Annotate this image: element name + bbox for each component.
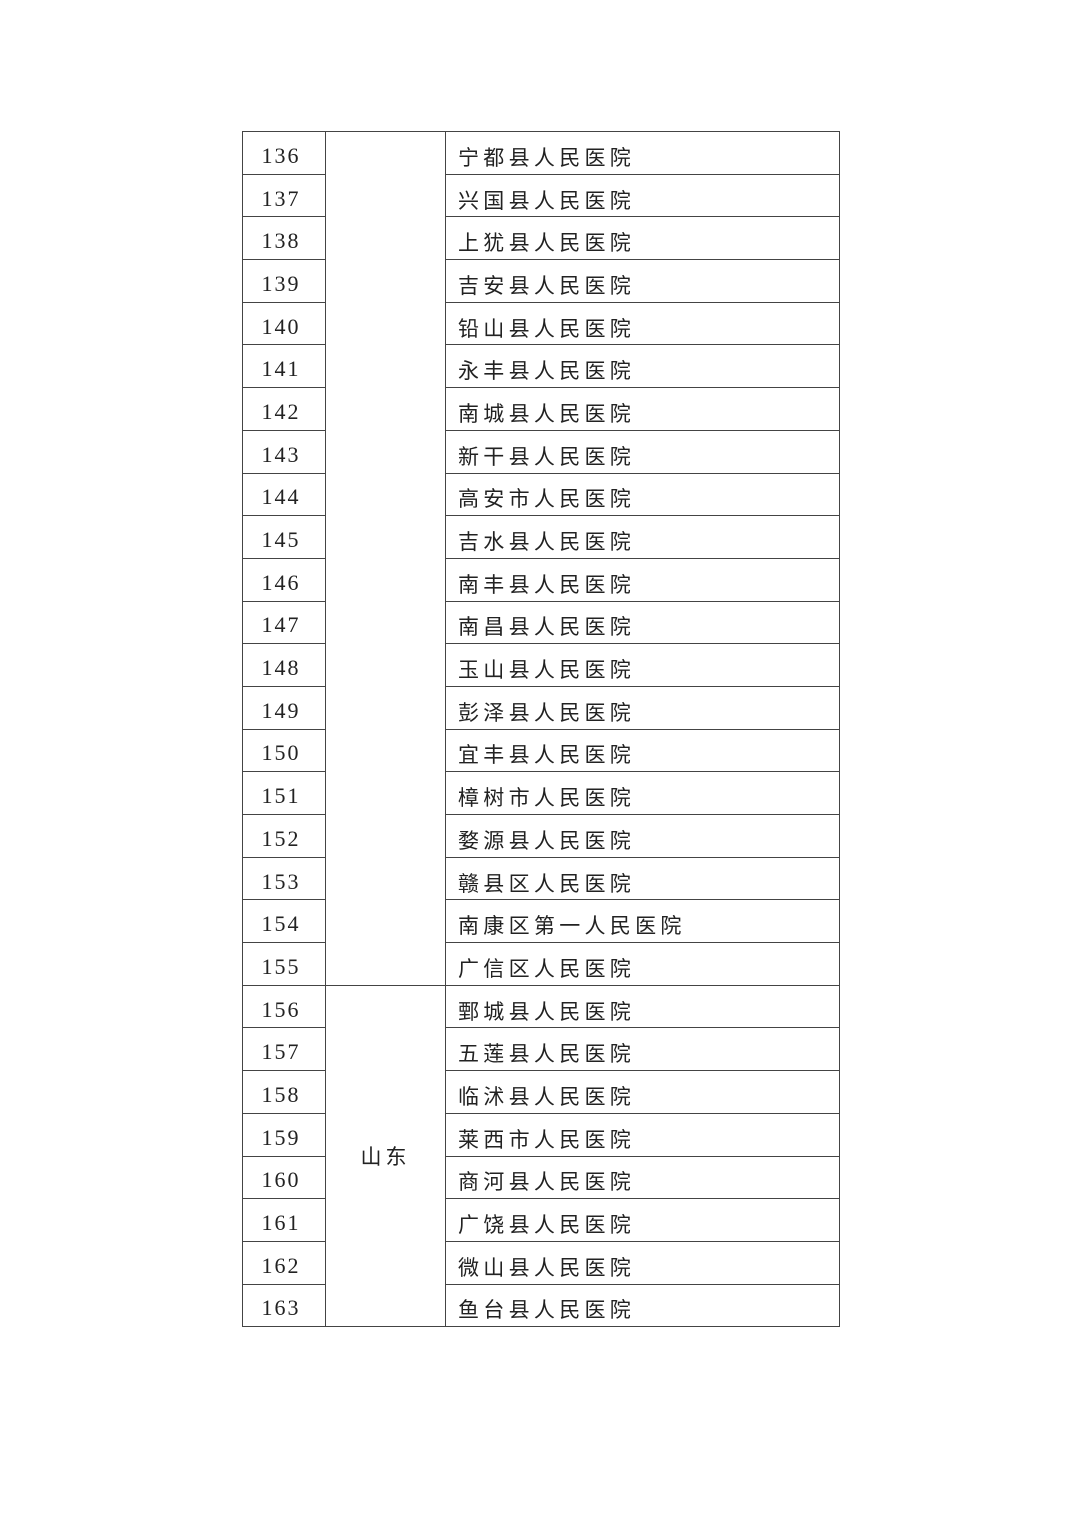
table-row: 141 永丰县人民医院 xyxy=(242,344,840,389)
row-number: 161 xyxy=(242,1198,326,1242)
hospital-name: 临沭县人民医院 xyxy=(445,1070,840,1114)
table-row: 157 五莲县人民医院 xyxy=(242,1027,840,1072)
hospital-name: 莱西市人民医院 xyxy=(445,1112,840,1157)
table-row: 145 吉水县人民医院 xyxy=(242,515,840,559)
table-row: 146 南丰县人民医院 xyxy=(242,557,840,602)
row-number: 144 xyxy=(242,472,326,517)
row-number: 157 xyxy=(242,1027,326,1072)
hospital-name: 商河县人民医院 xyxy=(445,1155,840,1200)
table-row: 140 铅山县人民医院 xyxy=(242,301,840,346)
table-row: 143 新干县人民医院 xyxy=(242,429,840,474)
hospital-name: 吉安县人民医院 xyxy=(445,259,840,303)
row-number: 158 xyxy=(242,1070,326,1114)
table-row: 161 广饶县人民医院 xyxy=(242,1198,840,1242)
hospital-name: 广饶县人民医院 xyxy=(445,1198,840,1242)
row-number: 150 xyxy=(242,728,326,773)
row-number: 138 xyxy=(242,216,326,261)
hospital-name: 鄄城县人民医院 xyxy=(445,984,840,1029)
row-number: 151 xyxy=(242,771,326,815)
row-number: 163 xyxy=(242,1283,326,1328)
hospital-name: 五莲县人民医院 xyxy=(445,1027,840,1072)
hospital-name: 微山县人民医院 xyxy=(445,1240,840,1285)
row-number: 154 xyxy=(242,899,326,944)
row-number: 153 xyxy=(242,856,326,901)
row-number: 137 xyxy=(242,173,326,218)
table-row: 139 吉安县人民医院 xyxy=(242,259,840,303)
row-number: 146 xyxy=(242,557,326,602)
row-number: 152 xyxy=(242,814,326,858)
row-number: 140 xyxy=(242,301,326,346)
hospital-name: 吉水县人民医院 xyxy=(445,515,840,559)
table-row: 142 南城县人民医院 xyxy=(242,387,840,431)
row-number: 147 xyxy=(242,600,326,645)
table-row: 160 商河县人民医院 xyxy=(242,1155,840,1200)
row-number: 141 xyxy=(242,344,326,389)
hospital-name: 婺源县人民医院 xyxy=(445,814,840,858)
table-row: 156 山东 鄄城县人民医院 xyxy=(242,984,840,1328)
table-row: 144 高安市人民医院 xyxy=(242,472,840,517)
province-cell xyxy=(325,131,446,986)
hospital-name: 南丰县人民医院 xyxy=(445,557,840,602)
hospital-name: 永丰县人民医院 xyxy=(445,344,840,389)
hospital-name: 宁都县人民医院 xyxy=(445,131,840,175)
table-row: 158 临沭县人民医院 xyxy=(242,1070,840,1114)
table-row: 152 婺源县人民医院 xyxy=(242,814,840,858)
hospital-name: 上犹县人民医院 xyxy=(445,216,840,261)
row-number: 149 xyxy=(242,685,326,730)
hospital-name: 南康区第一人民医院 xyxy=(445,899,840,944)
hospital-name: 新干县人民医院 xyxy=(445,429,840,474)
hospital-name: 高安市人民医院 xyxy=(445,472,840,517)
hospital-table: 136 宁都县人民医院 137 兴国县人民医院 138 上犹县人民医院 139 吉安县人民医院… xyxy=(242,131,840,1328)
hospital-name: 宜丰县人民医院 xyxy=(445,728,840,773)
table-row: 137 兴国县人民医院 xyxy=(242,173,840,218)
row-number: 159 xyxy=(242,1112,326,1157)
row-number: 156 xyxy=(242,984,326,1029)
hospital-name: 南城县人民医院 xyxy=(445,387,840,431)
hospital-name: 樟树市人民医院 xyxy=(445,771,840,815)
hospital-name: 彭泽县人民医院 xyxy=(445,685,840,730)
table-row: 153 赣县区人民医院 xyxy=(242,856,840,901)
table-row: 154 南康区第一人民医院 xyxy=(242,899,840,944)
row-number: 148 xyxy=(242,643,326,687)
table-row: 150 宜丰县人民医院 xyxy=(242,728,840,773)
hospital-name: 玉山县人民医院 xyxy=(445,643,840,687)
row-number: 142 xyxy=(242,387,326,431)
table-row: 163 鱼台县人民医院 xyxy=(242,1283,840,1328)
row-number: 155 xyxy=(242,942,326,986)
hospital-name: 兴国县人民医院 xyxy=(445,173,840,218)
hospital-name: 铅山县人民医院 xyxy=(445,301,840,346)
row-number: 145 xyxy=(242,515,326,559)
table-row: 136 宁都县人民医院 xyxy=(242,131,840,986)
hospital-name: 广信区人民医院 xyxy=(445,942,840,986)
table-row: 149 彭泽县人民医院 xyxy=(242,685,840,730)
table-row: 159 莱西市人民医院 xyxy=(242,1112,840,1157)
row-number: 162 xyxy=(242,1240,326,1285)
hospital-name: 南昌县人民医院 xyxy=(445,600,840,645)
row-number: 143 xyxy=(242,429,326,474)
row-number: 139 xyxy=(242,259,326,303)
table-row: 147 南昌县人民医院 xyxy=(242,600,840,645)
table-row: 148 玉山县人民医院 xyxy=(242,643,840,687)
row-number: 136 xyxy=(242,131,326,175)
hospital-name: 鱼台县人民医院 xyxy=(445,1283,840,1328)
hospital-name: 赣县区人民医院 xyxy=(445,856,840,901)
row-number: 160 xyxy=(242,1155,326,1200)
province-cell: 山东 xyxy=(325,984,446,1328)
